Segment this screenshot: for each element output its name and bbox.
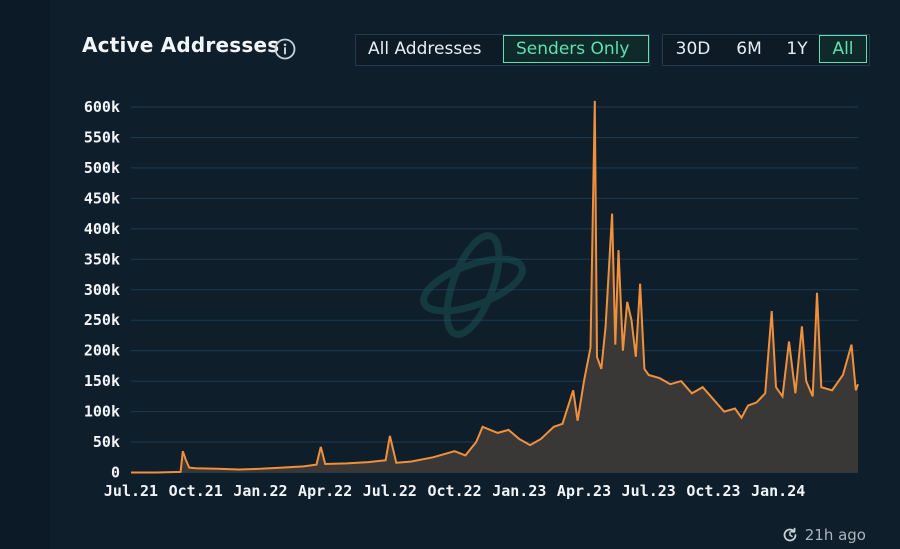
- updated-label: 21h ago: [804, 526, 866, 544]
- time-range-group: 30D 6M 1Y All: [662, 34, 870, 66]
- range-1y-button[interactable]: 1Y: [786, 39, 808, 59]
- last-updated: 21h ago: [781, 526, 866, 544]
- senders-only-button[interactable]: Senders Only: [503, 35, 649, 63]
- address-filter-group: All Addresses Senders Only: [355, 34, 650, 66]
- range-30d-button[interactable]: 30D: [675, 39, 711, 59]
- all-addresses-button[interactable]: All Addresses: [368, 39, 482, 59]
- page-title: Active Addresses: [82, 33, 280, 57]
- refresh-icon[interactable]: [781, 526, 799, 544]
- chart-card: [50, 0, 900, 549]
- range-all-button[interactable]: All: [819, 35, 867, 63]
- info-icon[interactable]: [274, 38, 296, 60]
- range-6m-button[interactable]: 6M: [736, 39, 762, 59]
